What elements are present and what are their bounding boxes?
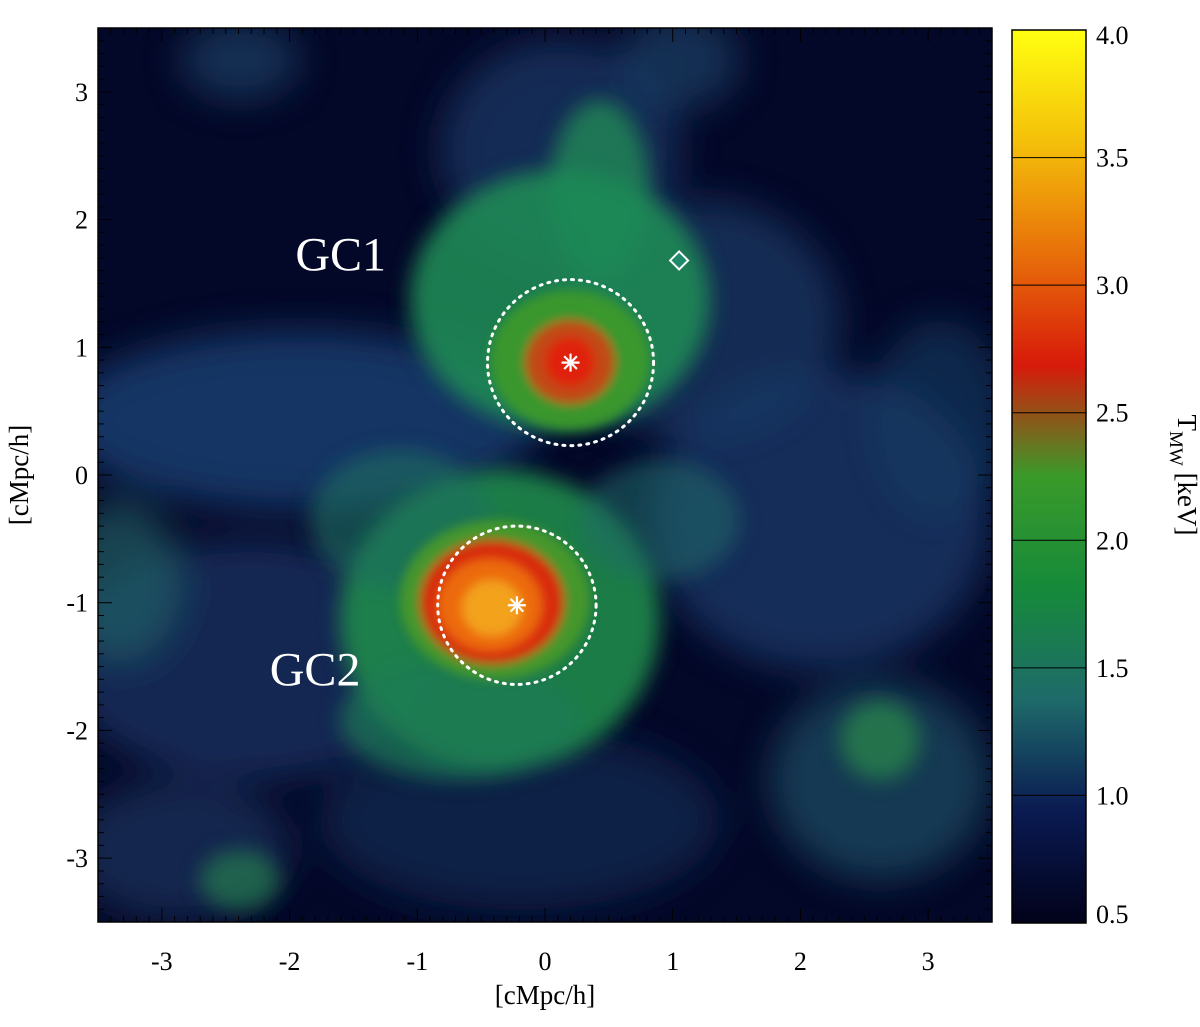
x-tick-label: -2 — [279, 947, 301, 976]
cluster-label: GC2 — [270, 644, 361, 697]
cluster-center-star — [507, 596, 526, 615]
y-tick-label: 1 — [75, 333, 88, 362]
colorbar-tick-labels: 4.0 3.5 3.0 2.5 2.0 1.5 1.0 0.5 — [1096, 21, 1129, 929]
x-tick-label: -1 — [406, 947, 428, 976]
cluster-center-star — [561, 353, 580, 372]
y-tick-label: 3 — [75, 78, 88, 107]
colorbar-tick-label: 0.5 — [1096, 900, 1129, 929]
x-tick-label: -3 — [151, 947, 173, 976]
x-tick-label: 3 — [922, 947, 935, 976]
colorbar-tick-label: 4.0 — [1096, 21, 1129, 50]
x-tick-label: 2 — [794, 947, 807, 976]
y-tick-label: -1 — [66, 589, 88, 618]
cluster-label: GC1 — [295, 229, 386, 282]
x-tick-label: 1 — [666, 947, 679, 976]
heatmap-image — [98, 28, 992, 922]
colorbar-label-unit: [keV] — [1172, 466, 1200, 536]
colorbar-tick-label: 1.5 — [1096, 654, 1129, 683]
colorbar-tick-label: 3.0 — [1096, 271, 1129, 300]
y-tick-label: 0 — [75, 461, 88, 490]
colorbar-tick-label: 1.0 — [1096, 781, 1129, 810]
cluster-radius-circle — [436, 524, 598, 686]
x-tick-label: 0 — [539, 947, 552, 976]
colorbar-tick-label: 2.5 — [1096, 399, 1129, 428]
star-arm — [563, 355, 578, 370]
x-tick-labels: -3 -2 -1 0 1 2 3 — [151, 947, 935, 976]
y-tick-label: -2 — [66, 716, 88, 745]
colorbar-label: TMW [keV] — [1165, 414, 1200, 535]
colorbar-tick-lines — [1012, 157, 1086, 796]
colorbar-frame — [1011, 29, 1087, 924]
diamond-marker — [668, 250, 690, 271]
overlay-layer — [436, 250, 690, 686]
colorbar — [1012, 30, 1086, 923]
cluster-radius-circle — [486, 278, 656, 448]
y-axis-label: [cMpc/h] — [4, 425, 34, 525]
x-axis-label: [cMpc/h] — [495, 980, 595, 1010]
axis-ticks — [97, 27, 993, 923]
y-tick-label: 2 — [75, 206, 88, 235]
colorbar-label-sub: MW — [1165, 431, 1186, 466]
gc2-core — [400, 520, 590, 680]
star-arm — [509, 598, 525, 613]
colorbar-label-main: T — [1172, 414, 1200, 431]
y-tick-label: -3 — [66, 844, 88, 873]
y-tick-labels: 3 2 1 0 -1 -2 -3 — [66, 78, 88, 873]
colorbar-tick-label: 3.5 — [1096, 144, 1129, 173]
colorbar-tick-label: 2.0 — [1096, 526, 1129, 555]
